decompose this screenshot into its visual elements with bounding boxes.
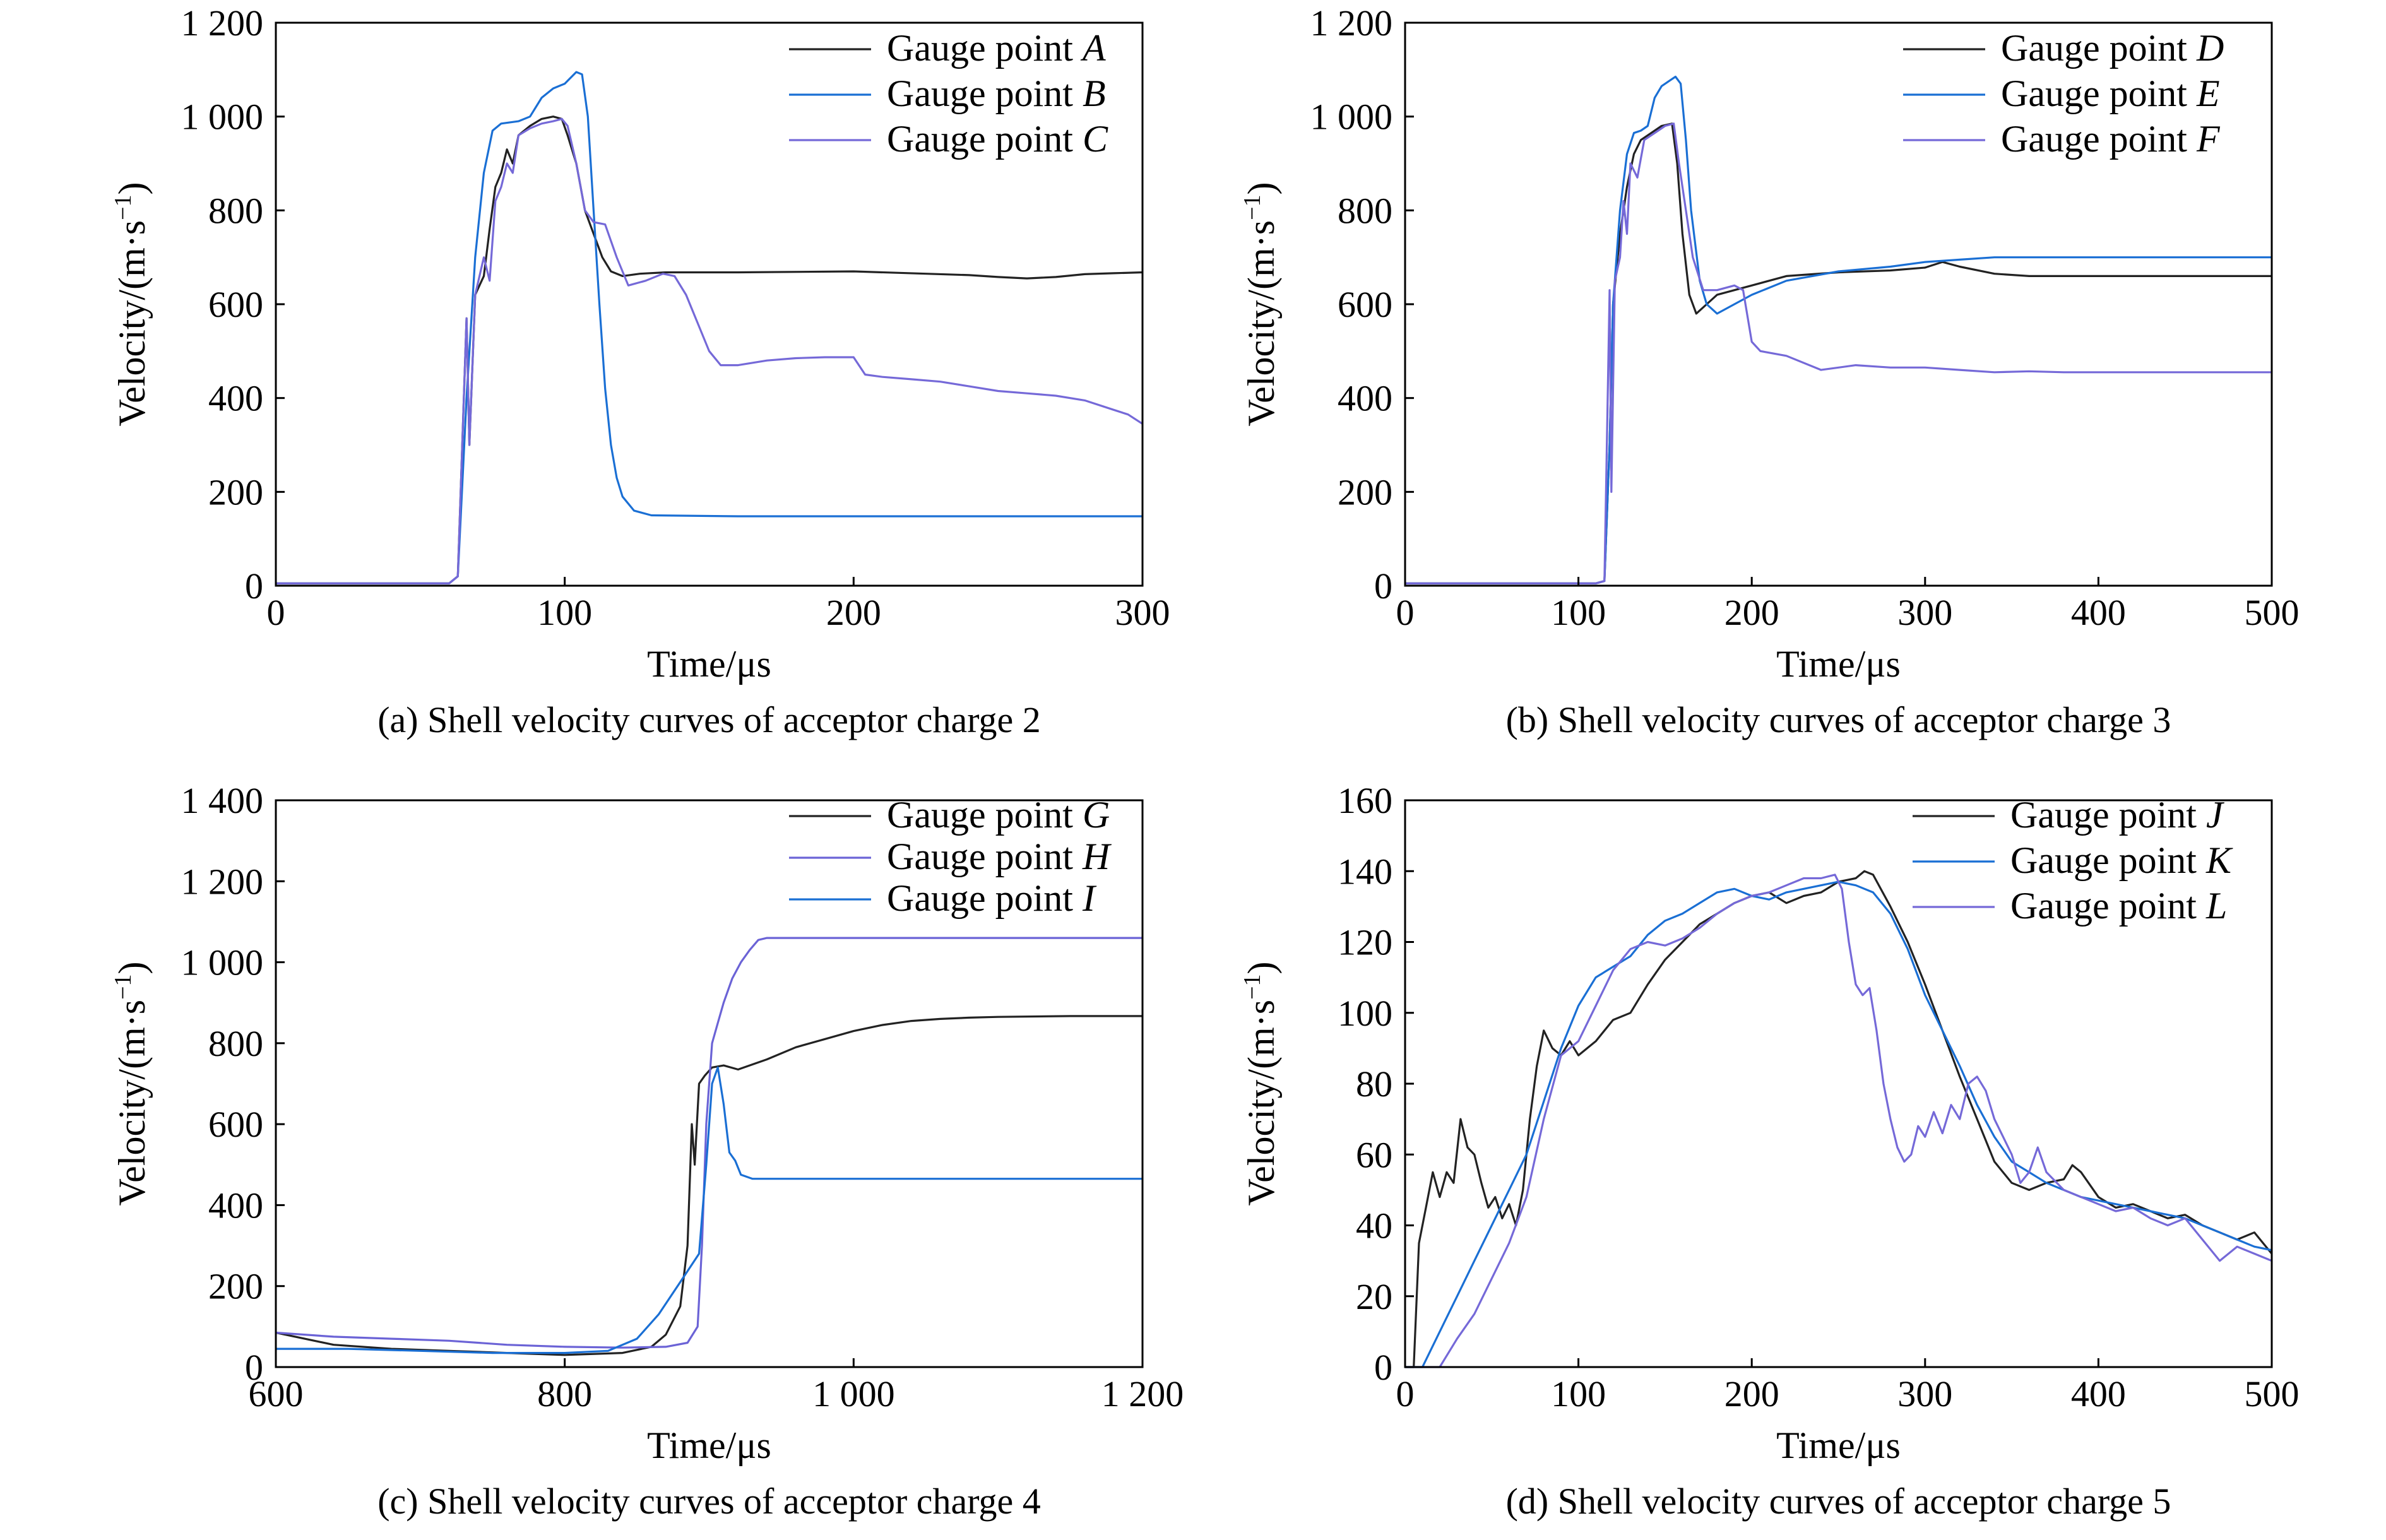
x-tick-label: 100 [537,592,592,633]
legend-entry-f: Gauge point F [2001,118,2221,160]
x-tick-label: 500 [2245,1373,2300,1414]
series-line-k [1405,880,2272,1368]
x-tick-label: 500 [2245,592,2300,633]
legend-entry-e: Gauge point E [2001,73,2220,114]
y-tick-label: 0 [245,566,263,607]
x-tick-label: 0 [1396,1373,1415,1414]
y-tick-label: 140 [1338,851,1392,892]
y-tick-label: 0 [245,1347,263,1388]
x-tick-label: 300 [1897,1373,1952,1414]
series-line-b [276,71,1143,584]
y-tick-label: 1 400 [181,780,264,821]
panel-caption: (c) Shell velocity curves of acceptor ch… [377,1481,1041,1522]
legend-entry-c: Gauge point C [887,118,1108,160]
y-tick-label: 80 [1356,1063,1392,1105]
y-tick-label: 60 [1356,1134,1392,1175]
x-tick-label: 800 [537,1373,592,1414]
series-line-h [276,937,1143,1349]
y-tick-label: 200 [1338,471,1392,512]
y-tick-label: 600 [208,1104,263,1145]
y-tick-label: 1 200 [1310,3,1393,44]
legend-entry-a: Gauge point A [887,27,1106,69]
panel-caption: (a) Shell velocity curves of acceptor ch… [377,699,1041,740]
y-axis-label: Velocity/(m·s−1) [1239,182,1282,426]
x-axis-label: Time/μs [1776,643,1901,685]
y-tick-label: 400 [208,378,263,419]
y-tick-label: 40 [1356,1205,1392,1247]
legend-entry-l: Gauge point L [2010,885,2227,927]
series-line-i [276,1066,1143,1354]
y-tick-label: 100 [1338,993,1392,1034]
x-tick-label: 300 [1897,592,1952,633]
panel-caption: (b) Shell velocity curves of acceptor ch… [1506,699,2171,740]
x-tick-label: 400 [2071,1373,2126,1414]
chart-panel-3: 0 100 200 300 400 500 0 20 40 60 80 100 120 140 160 Tim… [1239,780,2300,1522]
series-line-d [1405,122,2272,584]
y-tick-label: 600 [1338,284,1392,325]
legend-entry-d: Gauge point D [2001,27,2224,69]
y-tick-label: 1 000 [181,942,264,983]
legend-entry-k: Gauge point K [2010,839,2233,881]
y-tick-label: 0 [1374,566,1392,607]
y-axis-label: Velocity/(m·s−1) [110,182,153,426]
y-tick-label: 0 [1374,1347,1392,1388]
y-tick-label: 400 [208,1185,263,1226]
series-line-c [276,117,1143,584]
x-tick-label: 300 [1115,592,1170,633]
legend-entry-b: Gauge point B [887,73,1106,114]
series-line-e [1405,75,2272,584]
legend-entry-j: Gauge point J [2010,794,2224,836]
y-tick-label: 200 [208,1266,263,1307]
y-tick-label: 600 [208,284,263,325]
x-tick-label: 200 [1724,592,1779,633]
y-axis-label: Velocity/(m·s−1) [1239,961,1282,1205]
legend-entry-i: Gauge point I [887,877,1097,919]
chart-panel-1: 0 100 200 300 400 500 0 200 400 600 800 1 000 1 200 T… [1239,3,2300,740]
x-tick-label: 1 000 [812,1373,895,1414]
legend-entry-h: Gauge point H [887,836,1112,877]
x-tick-label: 100 [1551,1373,1606,1414]
x-axis-label: Time/μs [647,643,771,685]
chart-panel-0: 0 100 200 300 0 200 400 600 800 1 000 1 200 Time/μs… [110,3,1170,740]
y-tick-label: 120 [1338,922,1392,963]
x-tick-label: 100 [1551,592,1606,633]
y-tick-label: 400 [1338,378,1392,419]
y-tick-label: 800 [208,190,263,231]
series-line-l [1405,874,2272,1368]
x-tick-label: 0 [267,592,285,633]
y-tick-label: 1 200 [181,3,264,44]
x-axis-label: Time/μs [647,1424,771,1466]
panel-caption: (d) Shell velocity curves of acceptor ch… [1506,1481,2171,1522]
y-tick-label: 1 200 [181,861,264,902]
y-tick-label: 1 000 [181,97,264,138]
y-axis-label: Velocity/(m·s−1) [110,961,153,1205]
series-line-a [276,116,1143,584]
y-tick-label: 200 [208,471,263,512]
legend-entry-g: Gauge point G [887,794,1110,836]
series-line-f [1405,122,2272,584]
chart-panel-2: 600 800 1 000 1 200 0 200 400 600 800 1 000 1 200 1… [110,780,1184,1522]
x-tick-label: 1 200 [1101,1373,1184,1414]
x-tick-label: 0 [1396,592,1415,633]
y-tick-label: 800 [1338,190,1392,231]
y-tick-label: 800 [208,1023,263,1064]
y-tick-label: 1 000 [1310,97,1393,138]
series-line-g [276,1015,1143,1356]
x-axis-label: Time/μs [1776,1424,1901,1466]
x-tick-label: 600 [249,1373,304,1414]
x-tick-label: 200 [1724,1373,1779,1414]
y-tick-label: 20 [1356,1276,1392,1317]
x-tick-label: 200 [826,592,881,633]
x-tick-label: 400 [2071,592,2126,633]
y-tick-label: 160 [1338,780,1392,821]
series-line-j [1405,870,2272,1368]
plot-frame [275,799,1144,1368]
